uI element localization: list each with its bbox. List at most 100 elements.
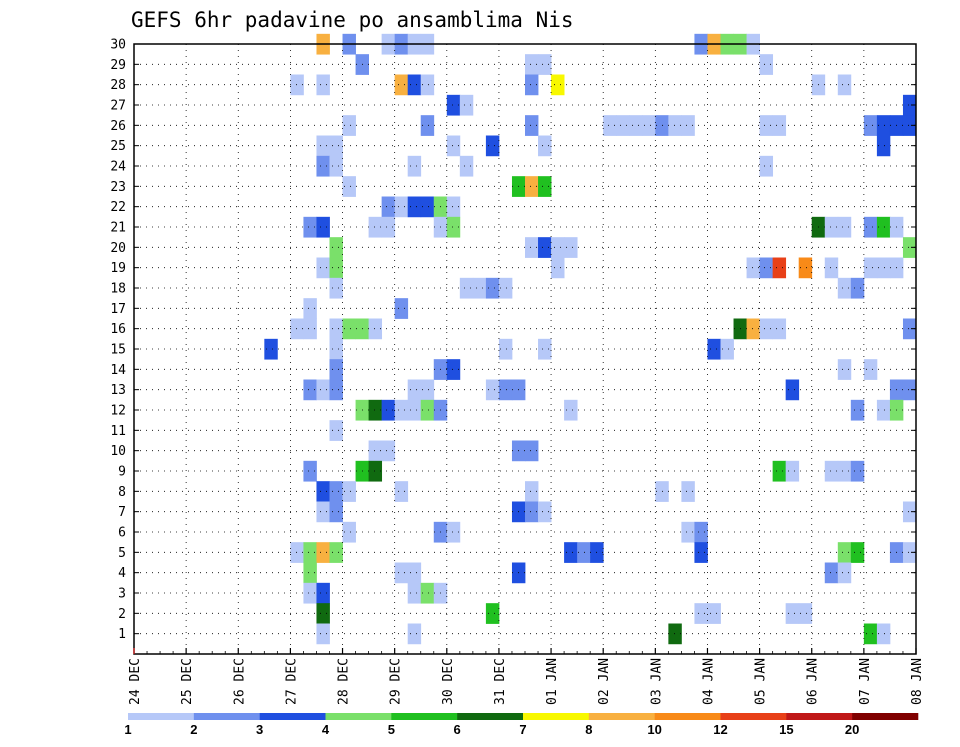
heatmap-cell bbox=[902, 542, 917, 563]
heatmap-cell bbox=[681, 521, 695, 543]
y-tick-label: 1 bbox=[118, 627, 126, 642]
heatmap-cell bbox=[498, 277, 513, 299]
heatmap-cell bbox=[407, 155, 422, 177]
y-tick-label: 20 bbox=[110, 241, 126, 256]
heatmap-cell bbox=[329, 481, 343, 502]
heatmap-cell bbox=[525, 501, 539, 523]
y-tick-label: 19 bbox=[110, 261, 126, 276]
colorbar-label: 8 bbox=[585, 722, 592, 737]
heatmap-cell bbox=[863, 216, 878, 238]
heatmap-cell bbox=[342, 318, 356, 340]
heatmap-cell bbox=[759, 115, 774, 136]
colorbar-swatch bbox=[259, 713, 326, 720]
colorbar-label: 7 bbox=[519, 722, 526, 737]
heatmap-cell bbox=[394, 399, 409, 421]
heatmap-cell bbox=[303, 298, 317, 319]
colorbar-swatch bbox=[852, 713, 919, 720]
heatmap-cell bbox=[759, 155, 774, 177]
heatmap-cell bbox=[368, 440, 383, 462]
y-tick-label: 16 bbox=[110, 322, 126, 337]
heatmap-cell bbox=[525, 237, 539, 258]
x-tick-label: 07 JAN bbox=[858, 658, 873, 705]
y-tick-label: 5 bbox=[118, 546, 126, 561]
colorbar-swatch bbox=[128, 713, 195, 720]
heatmap-cell bbox=[446, 359, 461, 380]
colorbar-label: 12 bbox=[713, 722, 727, 737]
heatmap-cell bbox=[629, 115, 643, 136]
heatmap-cell bbox=[837, 277, 852, 299]
heatmap-cell bbox=[902, 94, 917, 116]
y-tick-label: 29 bbox=[110, 58, 126, 73]
heatmap-cell bbox=[759, 54, 774, 75]
heatmap-cell bbox=[303, 542, 317, 563]
heatmap-cell bbox=[902, 318, 917, 340]
heatmap-cell bbox=[407, 74, 422, 96]
heatmap-cell bbox=[446, 216, 461, 238]
heatmap-cell bbox=[316, 542, 330, 563]
cells-layer bbox=[264, 33, 917, 645]
heatmap-cell bbox=[290, 542, 304, 563]
y-tick-label: 18 bbox=[110, 282, 126, 297]
colorbar-label: 10 bbox=[647, 722, 661, 737]
heatmap-cell bbox=[837, 562, 852, 584]
heatmap-cell bbox=[485, 603, 500, 624]
heatmap-cell bbox=[694, 542, 708, 563]
heatmap-cell bbox=[902, 237, 917, 258]
heatmap-cell bbox=[316, 135, 330, 157]
heatmap-cell bbox=[342, 115, 356, 136]
heatmap-cell bbox=[394, 298, 409, 319]
colorbar-swatch bbox=[391, 713, 458, 720]
heatmap-cell bbox=[681, 115, 695, 136]
y-tick-label: 15 bbox=[110, 343, 126, 358]
heatmap-cell bbox=[746, 318, 760, 340]
y-tick-label: 21 bbox=[110, 221, 126, 236]
heatmap-cell bbox=[785, 460, 800, 482]
heatmap-cell bbox=[329, 155, 343, 177]
colorbar-swatch bbox=[720, 713, 787, 720]
heatmap-cell bbox=[668, 623, 682, 645]
colorbar-swatch bbox=[786, 713, 853, 720]
colorbar: 1 2 3 4 5 6 7 8 10 12 15 20 bbox=[124, 713, 919, 737]
heatmap-cell bbox=[525, 54, 539, 75]
heatmap-cell bbox=[498, 379, 513, 401]
heatmap-cell bbox=[564, 399, 578, 421]
colorbar-swatch bbox=[588, 713, 655, 720]
heatmap-cell bbox=[538, 338, 552, 360]
x-tick-label: 06 JAN bbox=[806, 658, 821, 705]
heatmap-cell bbox=[303, 318, 317, 340]
heatmap-cell bbox=[681, 481, 695, 502]
heatmap-cell bbox=[407, 399, 422, 421]
y-tick-label: 27 bbox=[110, 99, 126, 114]
heatmap-cell bbox=[785, 379, 800, 401]
heatmap-cell bbox=[876, 623, 891, 645]
heatmap-cell bbox=[837, 359, 852, 380]
heatmap-cell bbox=[902, 501, 917, 523]
y-tick-label: 6 bbox=[118, 526, 126, 541]
heatmap-cell bbox=[420, 379, 435, 401]
heatmap-cell bbox=[850, 460, 865, 482]
y-tick-label: 26 bbox=[110, 119, 126, 134]
heatmap-cell bbox=[837, 460, 852, 482]
heatmap-cell bbox=[759, 257, 774, 279]
heatmap-cell bbox=[303, 562, 317, 584]
y-tick-label: 8 bbox=[118, 485, 126, 500]
heatmap-cell bbox=[564, 237, 578, 258]
heatmap-cell bbox=[368, 216, 383, 238]
heatmap-cell bbox=[707, 603, 721, 624]
colorbar-label: 3 bbox=[256, 722, 263, 737]
heatmap-cell bbox=[394, 481, 409, 502]
heatmap-cell bbox=[303, 216, 317, 238]
heatmap-cell bbox=[459, 277, 474, 299]
heatmap-cell bbox=[329, 501, 343, 523]
y-tick-label: 24 bbox=[110, 160, 126, 175]
heatmap-cell bbox=[407, 379, 422, 401]
heatmap-cell bbox=[420, 74, 435, 96]
heatmap-cell bbox=[329, 277, 343, 299]
heatmap-cell bbox=[850, 542, 865, 563]
heatmap-cell bbox=[381, 399, 396, 421]
heatmap-cell bbox=[407, 623, 422, 645]
x-tick-label: 29 DEC bbox=[389, 658, 404, 705]
heatmap-cell bbox=[876, 115, 891, 136]
heatmap-cell bbox=[316, 623, 330, 645]
